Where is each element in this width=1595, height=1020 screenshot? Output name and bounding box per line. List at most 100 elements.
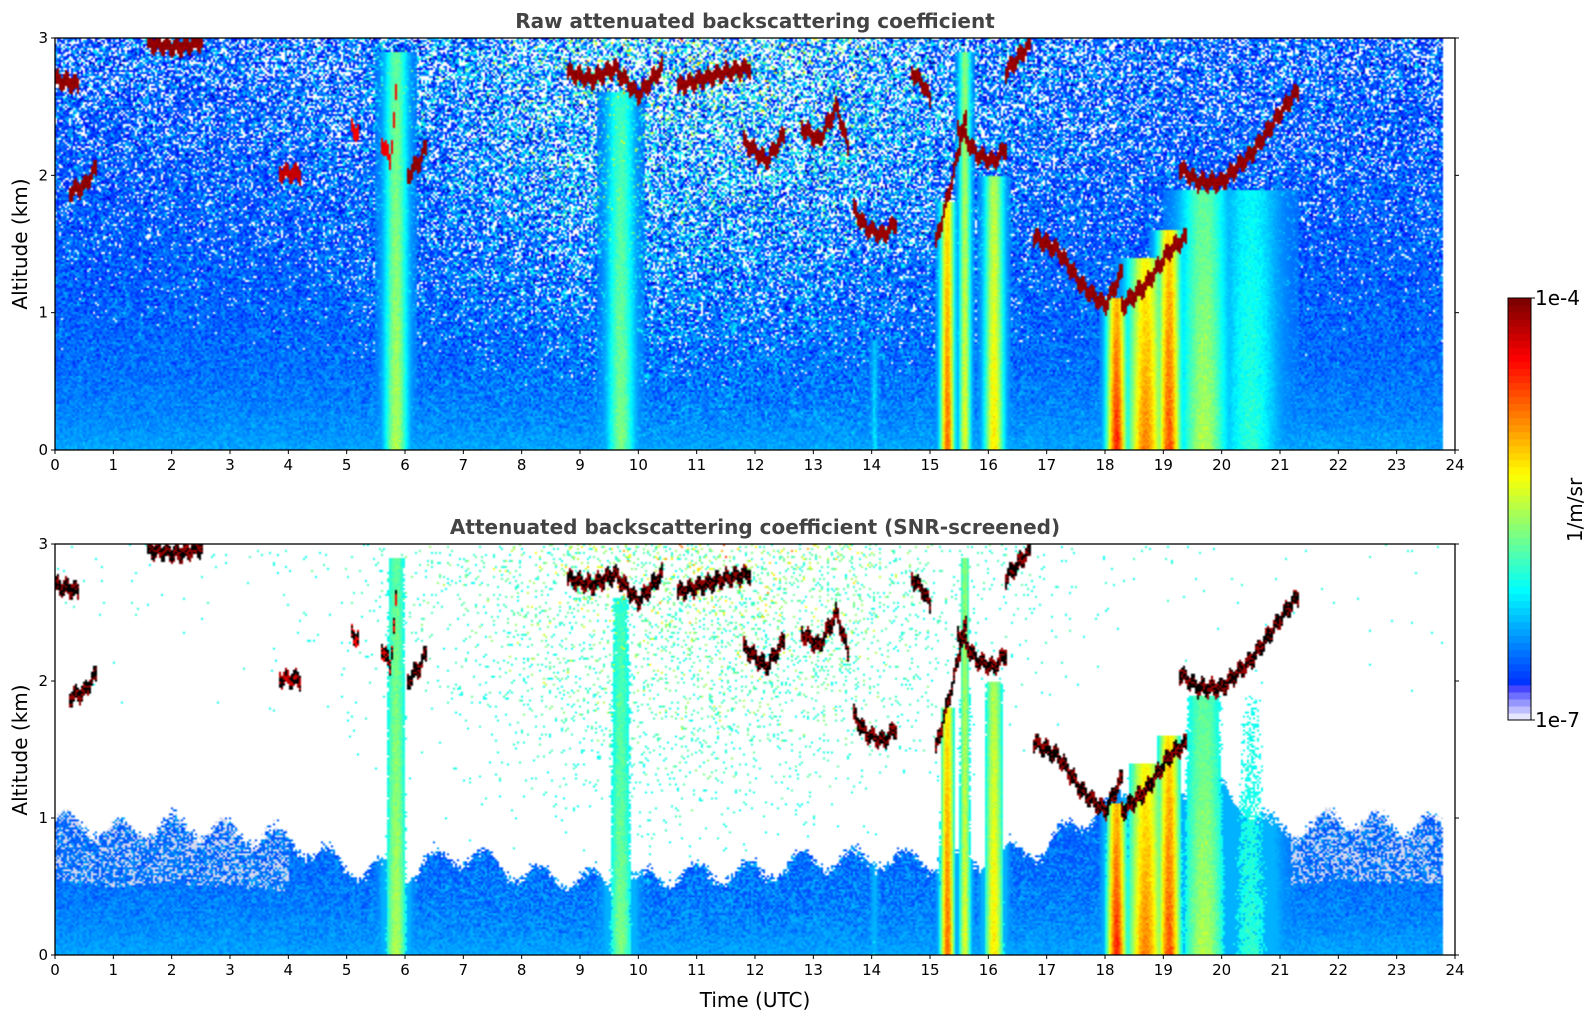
colorbar-step (1508, 305, 1531, 313)
x-tick-label: 20 (1212, 961, 1231, 979)
colorbar-max-label: 1e-4 (1535, 286, 1580, 310)
colorbar-step (1508, 312, 1531, 320)
x-tick-label: 13 (804, 961, 823, 979)
x-tick-label: 0 (50, 456, 60, 474)
colorbar-step (1508, 572, 1531, 580)
colorbar-step (1508, 361, 1531, 369)
colorbar-step (1508, 509, 1531, 517)
colorbar-step (1508, 417, 1531, 426)
colorbar-step (1508, 684, 1531, 693)
x-tick-label: 2 (167, 961, 177, 979)
x-tick-label: 15 (920, 961, 939, 979)
colorbar-step (1508, 501, 1531, 510)
colorbar-step (1508, 389, 1531, 398)
colorbar-step (1508, 431, 1531, 440)
x-tick-label: 2 (167, 456, 177, 474)
colorbar-step (1508, 691, 1531, 700)
colorbar-step (1508, 424, 1531, 433)
x-tick-label: 0 (50, 961, 60, 979)
colorbar-step (1508, 375, 1531, 383)
x-tick-label: 10 (629, 961, 648, 979)
x-tick-label: 18 (1095, 456, 1114, 474)
colorbar-gradient (1508, 298, 1531, 721)
colorbar-step (1508, 333, 1531, 341)
colorbar-step (1508, 410, 1531, 419)
x-tick-label: 10 (629, 456, 648, 474)
x-tick-label: 18 (1095, 961, 1114, 979)
panel-snr-screened: Attenuated backscattering coefficient (S… (8, 515, 1465, 1012)
colorbar-step (1508, 544, 1531, 552)
colorbar-step (1508, 635, 1531, 644)
colorbar-step (1508, 516, 1531, 524)
x-ticks-raw: 0 1 2 3 4 5 6 7 8 9 10 11 12 13 14 15 16 17 18 19 20 21 22 23 24 (50, 450, 1465, 474)
x-tick-label: 17 (1037, 456, 1056, 474)
colorbar-step (1508, 487, 1531, 496)
x-tick-label: 5 (342, 456, 352, 474)
panel-title-snr: Attenuated backscattering coefficient (S… (450, 515, 1060, 539)
x-axis-label: Time (UTC) (699, 988, 811, 1012)
colorbar-step (1508, 354, 1531, 362)
x-tick-label: 24 (1445, 456, 1464, 474)
colorbar-step (1508, 712, 1531, 721)
x-tick-label: 21 (1270, 961, 1289, 979)
y-tick-label: 3 (38, 29, 48, 47)
y-axis-label-snr: Altitude (km) (8, 684, 32, 815)
x-tick-label: 13 (804, 456, 823, 474)
x-tick-label: 9 (575, 456, 585, 474)
x-tick-label: 23 (1387, 456, 1406, 474)
x-tick-label: 4 (284, 961, 294, 979)
x-tick-label: 21 (1270, 456, 1289, 474)
colorbar-step (1508, 586, 1531, 594)
colorbar-step (1508, 298, 1531, 306)
x-tick-label: 14 (862, 961, 881, 979)
colorbar-step (1508, 466, 1531, 475)
x-tick-label: 8 (517, 456, 527, 474)
x-tick-label: 16 (979, 456, 998, 474)
colorbar-step (1508, 403, 1531, 412)
colorbar-step (1508, 368, 1531, 376)
colorbar-step (1508, 396, 1531, 405)
colorbar-step (1508, 494, 1531, 503)
x-tick-label: 7 (459, 961, 469, 979)
x-tick-label: 16 (979, 961, 998, 979)
x-tick-label: 1 (109, 456, 119, 474)
colorbar-step (1508, 445, 1531, 454)
colorbar-step (1508, 452, 1531, 461)
colorbar-step (1508, 579, 1531, 587)
x-tick-label: 12 (745, 961, 764, 979)
colorbar-step (1508, 459, 1531, 468)
colorbar-step (1508, 319, 1531, 327)
y-tick-label: 3 (38, 535, 48, 553)
x-tick-label: 22 (1329, 456, 1348, 474)
colorbar-step (1508, 382, 1531, 391)
heatmap-snr-screened (55, 544, 1455, 955)
y-tick-label: 2 (38, 166, 48, 184)
x-tick-label: 20 (1212, 456, 1231, 474)
colorbar-step (1508, 438, 1531, 447)
colorbar-step (1508, 705, 1531, 714)
colorbar-step (1508, 614, 1531, 623)
y-ticks-raw: 0 1 2 3 (38, 29, 1459, 459)
colorbar-frame (1507, 297, 1532, 721)
colorbar-step (1508, 628, 1531, 637)
colorbar-step (1508, 565, 1531, 573)
x-tick-label: 6 (400, 456, 410, 474)
colorbar-step (1508, 530, 1531, 538)
x-tick-label: 1 (109, 961, 119, 979)
x-tick-label: 3 (225, 961, 235, 979)
colorbar-step (1508, 698, 1531, 707)
x-tick-label: 6 (400, 961, 410, 979)
y-tick-label: 0 (38, 946, 48, 964)
y-tick-label: 2 (38, 672, 48, 690)
x-ticks-snr: 0 1 2 3 4 5 6 7 8 9 10 11 12 13 14 15 16 17 18 19 20 21 22 23 24 (50, 955, 1465, 979)
colorbar-step (1508, 551, 1531, 559)
colorbar-step (1508, 670, 1531, 679)
colorbar-step (1508, 656, 1531, 665)
colorbar-step (1508, 523, 1531, 531)
colorbar-step (1508, 340, 1531, 348)
heatmap-raw (55, 38, 1455, 450)
x-tick-label: 4 (284, 456, 294, 474)
x-tick-label: 24 (1445, 961, 1464, 979)
y-ticks-snr: 0 1 2 3 (38, 535, 1459, 964)
